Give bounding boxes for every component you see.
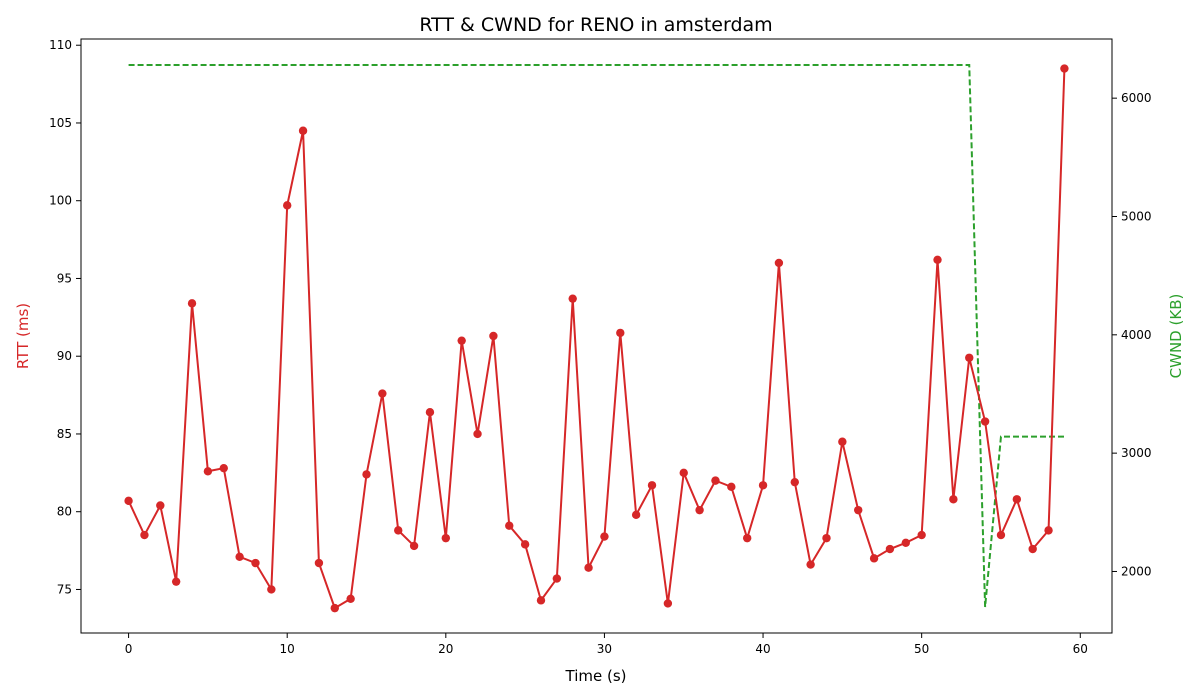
rtt-point (520, 540, 530, 549)
x-axis-label: Time (s) (565, 667, 627, 685)
rtt-point (1012, 495, 1022, 504)
chart-title: RTT & CWND for RENO in amsterdam (419, 14, 772, 36)
rtt-point (695, 505, 704, 515)
y-axis-label-cwnd: CWND (KB) (1167, 294, 1185, 379)
rtt-point (441, 533, 451, 543)
rtt-point (378, 389, 387, 398)
axis-ticks: 0 10 20 30 40 50 60 75 80 85 90 95 100 105 110 2000 3000… (49, 38, 1151, 656)
rtt-point (251, 558, 260, 568)
rtt-point (394, 526, 403, 535)
plot-area-frame (80, 38, 1113, 634)
rtt-point (822, 533, 831, 543)
x-tick-label: 0 (125, 642, 133, 656)
x-tick-label: 60 (1073, 642, 1088, 656)
rtt-point (854, 505, 863, 515)
rtt-point (631, 510, 641, 520)
rtt-point (758, 481, 768, 490)
y-tick-label: 75 (57, 582, 72, 596)
rtt-point (425, 407, 435, 417)
rtt-point (727, 482, 736, 492)
x-tick-label: 40 (755, 642, 770, 656)
rtt-point (283, 201, 292, 210)
rtt-point (267, 585, 276, 594)
y-tick-label: 105 (49, 116, 72, 130)
rtt-point (536, 596, 546, 605)
y2-tick-label: 5000 (1121, 209, 1152, 223)
rtt-point (885, 544, 895, 554)
rtt-point (156, 501, 165, 510)
rtt-point (949, 495, 958, 504)
y-axis-label-rtt: RTT (ms) (14, 303, 32, 369)
rtt-point (409, 541, 419, 551)
rtt-point (774, 258, 784, 268)
x-tick-label: 30 (597, 642, 612, 656)
cwnd-series-line (128, 64, 1065, 608)
x-tick-label: 50 (914, 642, 929, 656)
rtt-point (965, 353, 974, 362)
y2-tick-label: 3000 (1121, 446, 1152, 460)
rtt-point (140, 530, 149, 540)
rtt-point (552, 574, 562, 583)
rtt-point (219, 463, 228, 473)
rtt-point (584, 563, 593, 572)
y-tick-label: 90 (57, 349, 72, 363)
rtt-point (203, 467, 213, 476)
rtt-point (616, 328, 625, 338)
rtt-point (330, 603, 339, 613)
rtt-point (647, 481, 657, 490)
rtt-point (568, 294, 577, 303)
rtt-point (362, 470, 371, 479)
x-tick-label: 20 (438, 642, 453, 656)
y-tick-label: 100 (49, 194, 72, 208)
y-tick-label: 85 (57, 427, 72, 441)
rtt-point (171, 577, 181, 586)
rtt-point (933, 255, 942, 265)
rtt-point (187, 299, 197, 308)
rtt-point (996, 530, 1006, 540)
rtt-series-line (127, 68, 1066, 610)
rtt-point (124, 496, 133, 506)
y2-tick-label: 6000 (1121, 91, 1152, 105)
rtt-point (869, 554, 879, 563)
y-tick-label: 80 (57, 505, 72, 519)
rtt-point (489, 331, 498, 341)
series-layer (124, 64, 1069, 613)
rtt-point (298, 126, 308, 135)
rtt-point (980, 417, 990, 426)
rtt-point (806, 560, 815, 569)
rtt-point (1044, 526, 1053, 535)
rtt-point (505, 521, 514, 530)
rtt-point (901, 538, 910, 548)
rtt-point (314, 558, 324, 568)
rtt-point (742, 533, 752, 543)
rtt-point (346, 594, 355, 603)
rtt-point (679, 468, 688, 478)
rtt-point (790, 477, 799, 487)
y-tick-label: 110 (49, 38, 72, 52)
rtt-point (711, 476, 720, 485)
rtt-point (917, 530, 926, 540)
rtt-point (663, 599, 673, 608)
x-tick-label: 10 (280, 642, 295, 656)
y2-tick-label: 2000 (1121, 564, 1152, 578)
rtt-point (1060, 64, 1069, 73)
y2-tick-label: 4000 (1121, 328, 1152, 342)
rtt-point (838, 437, 847, 446)
rtt-point (600, 532, 609, 541)
y-tick-label: 95 (57, 271, 72, 285)
rtt-point (473, 429, 482, 439)
rtt-point (235, 552, 244, 562)
rtt-point (457, 336, 466, 345)
rtt-point (1028, 544, 1037, 554)
